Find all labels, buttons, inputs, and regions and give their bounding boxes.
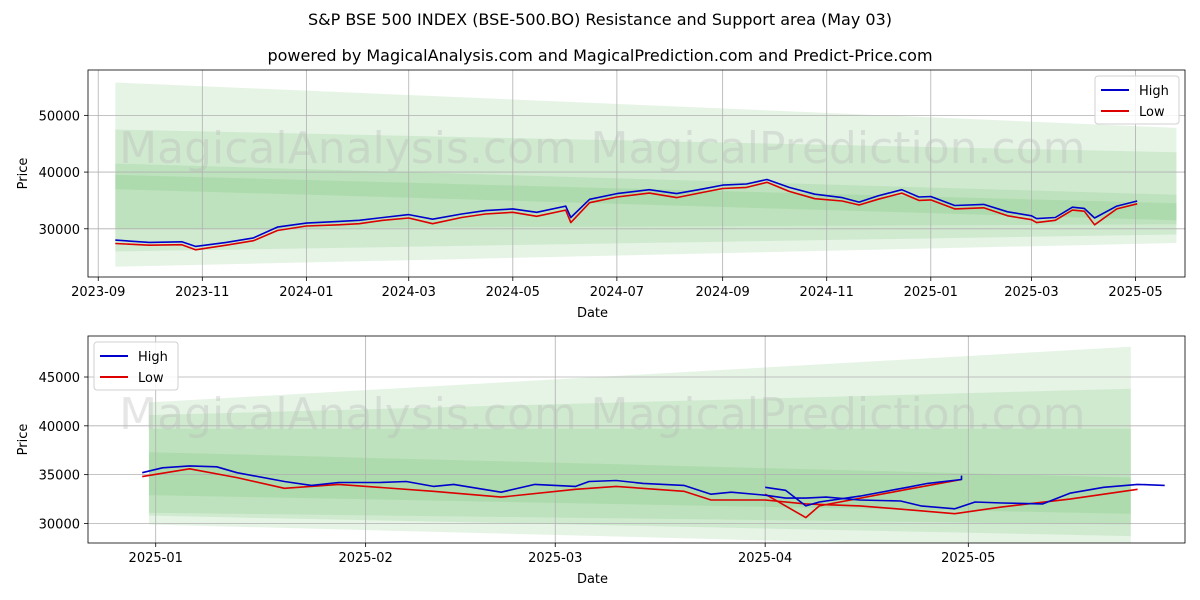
bottom-series-high-line-2 — [765, 475, 963, 507]
top-legend-label-high: High — [1139, 84, 1169, 99]
top-chart-panel: MagicalAnalysis.com MagicalPrediction.com… — [16, 69, 1186, 321]
bottom-ytick-label-3: 40000 — [39, 420, 80, 435]
top-legend-label-low: Low — [1139, 105, 1165, 120]
top-axes-frame — [87, 69, 1186, 278]
chart-title: S&P BSE 500 INDEX (BSE-500.BO) Resistanc… — [307, 10, 893, 29]
bottom-xtick-label-4: 2025-04 — [738, 551, 792, 566]
top-ytick-label-1: 30000 — [39, 223, 80, 238]
bottom-ytick-label-1: 30000 — [39, 517, 80, 532]
top-xtick-label-8: 2024-11 — [800, 285, 854, 300]
bottom-xtick-label-2: 2025-02 — [338, 551, 392, 566]
bottom-xtick-label-1: 2025-01 — [129, 551, 183, 566]
bottom-watermark-left: MagicalAnalysis.com — [119, 389, 577, 440]
top-plot-area: MagicalAnalysis.com MagicalPrediction.com — [88, 70, 1185, 277]
top-xtick-label-3: 2024-01 — [279, 285, 333, 300]
top-watermark-left: MagicalAnalysis.com — [119, 123, 577, 174]
top-band-4 — [115, 174, 1177, 221]
bottom-xtick-label-3: 2025-03 — [528, 551, 582, 566]
chart-subtitle: powered by MagicalAnalysis.com and Magic… — [267, 46, 933, 65]
bottom-series-low-line-2 — [764, 478, 962, 519]
top-legend: High Low — [1094, 75, 1180, 125]
top-series-high-line — [115, 178, 1138, 248]
top-xtick-label-6: 2024-07 — [590, 285, 644, 300]
bottom-legend-label-high: High — [138, 350, 168, 365]
bottom-ytick-label-2: 35000 — [39, 469, 80, 484]
top-xtick-label-10: 2025-03 — [1004, 285, 1058, 300]
bottom-legend: High Low — [93, 341, 179, 391]
top-ytick-label-2: 40000 — [39, 166, 80, 181]
top-xaxis-label: Date — [577, 306, 608, 321]
top-xtick-label-9: 2025-01 — [904, 285, 958, 300]
bottom-chart-panel: MagicalAnalysis.com MagicalPrediction.com… — [16, 335, 1186, 587]
top-xtick-label-7: 2024-09 — [695, 285, 749, 300]
bottom-axes-frame — [87, 335, 1186, 544]
bottom-watermark-right: MagicalPrediction.com — [591, 389, 1086, 440]
top-xtick-label-1: 2023-09 — [71, 285, 125, 300]
bottom-ytick-label-4: 45000 — [39, 371, 80, 386]
top-watermark-right: MagicalPrediction.com — [591, 123, 1086, 174]
top-xtick-label-11: 2025-05 — [1108, 285, 1162, 300]
bottom-plot-area: MagicalAnalysis.com MagicalPrediction.com — [88, 336, 1185, 543]
bottom-legend-label-low: Low — [138, 371, 164, 386]
bottom-series-low-line-1 — [142, 468, 1138, 515]
top-band-3 — [115, 163, 1177, 229]
bottom-yaxis-label: Price — [16, 424, 31, 456]
top-yaxis-label: Price — [16, 158, 31, 190]
bottom-xtick-label-5: 2025-05 — [941, 551, 995, 566]
top-xtick-label-2: 2023-11 — [175, 285, 229, 300]
top-xtick-label-4: 2024-03 — [382, 285, 436, 300]
top-ytick-label-3: 50000 — [39, 109, 80, 124]
bottom-xaxis-label: Date — [577, 572, 608, 587]
top-series-low-line — [115, 181, 1138, 251]
top-xtick-label-5: 2024-05 — [486, 285, 540, 300]
bottom-series-high-line-1 — [142, 465, 1165, 510]
